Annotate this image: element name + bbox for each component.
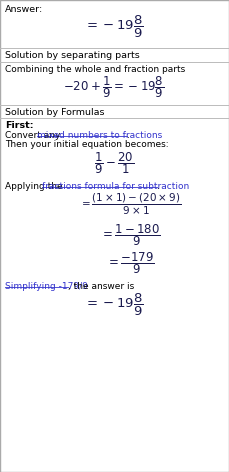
Text: Combining the whole and fraction parts: Combining the whole and fraction parts <box>5 65 185 74</box>
Text: $= \dfrac{(1 \times 1) - (20 \times 9)}{9 \times 1}$: $= \dfrac{(1 \times 1) - (20 \times 9)}{… <box>79 192 181 217</box>
Text: $\dfrac{1}{9} - \dfrac{20}{1}$: $\dfrac{1}{9} - \dfrac{20}{1}$ <box>94 150 134 176</box>
Text: $-20 + \dfrac{1}{9} = -19\dfrac{8}{9}$: $-20 + \dfrac{1}{9} = -19\dfrac{8}{9}$ <box>63 74 165 100</box>
Text: Convert any: Convert any <box>5 131 63 140</box>
Text: Simplifying -179/9: Simplifying -179/9 <box>5 282 88 291</box>
Text: mixed numbers to fractions: mixed numbers to fractions <box>37 131 162 140</box>
Text: Solution by separating parts: Solution by separating parts <box>5 51 140 60</box>
Text: First:: First: <box>5 121 33 130</box>
Text: .: . <box>128 131 130 140</box>
Text: Solution by Formulas: Solution by Formulas <box>5 108 104 117</box>
Text: Answer:: Answer: <box>5 5 43 14</box>
Text: , the answer is: , the answer is <box>68 282 134 291</box>
Text: Applying the: Applying the <box>5 182 65 191</box>
Text: fractions formula for subtraction: fractions formula for subtraction <box>42 182 189 191</box>
Text: $= \dfrac{1 - 180}{9}$: $= \dfrac{1 - 180}{9}$ <box>100 222 160 248</box>
Text: .: . <box>157 182 160 191</box>
Text: $= \dfrac{-179}{9}$: $= \dfrac{-179}{9}$ <box>106 250 154 276</box>
Text: Then your initial equation becomes:: Then your initial equation becomes: <box>5 140 169 149</box>
Text: $= -19\dfrac{8}{9}$: $= -19\dfrac{8}{9}$ <box>84 292 144 318</box>
Text: $= -19\dfrac{8}{9}$: $= -19\dfrac{8}{9}$ <box>84 14 144 40</box>
